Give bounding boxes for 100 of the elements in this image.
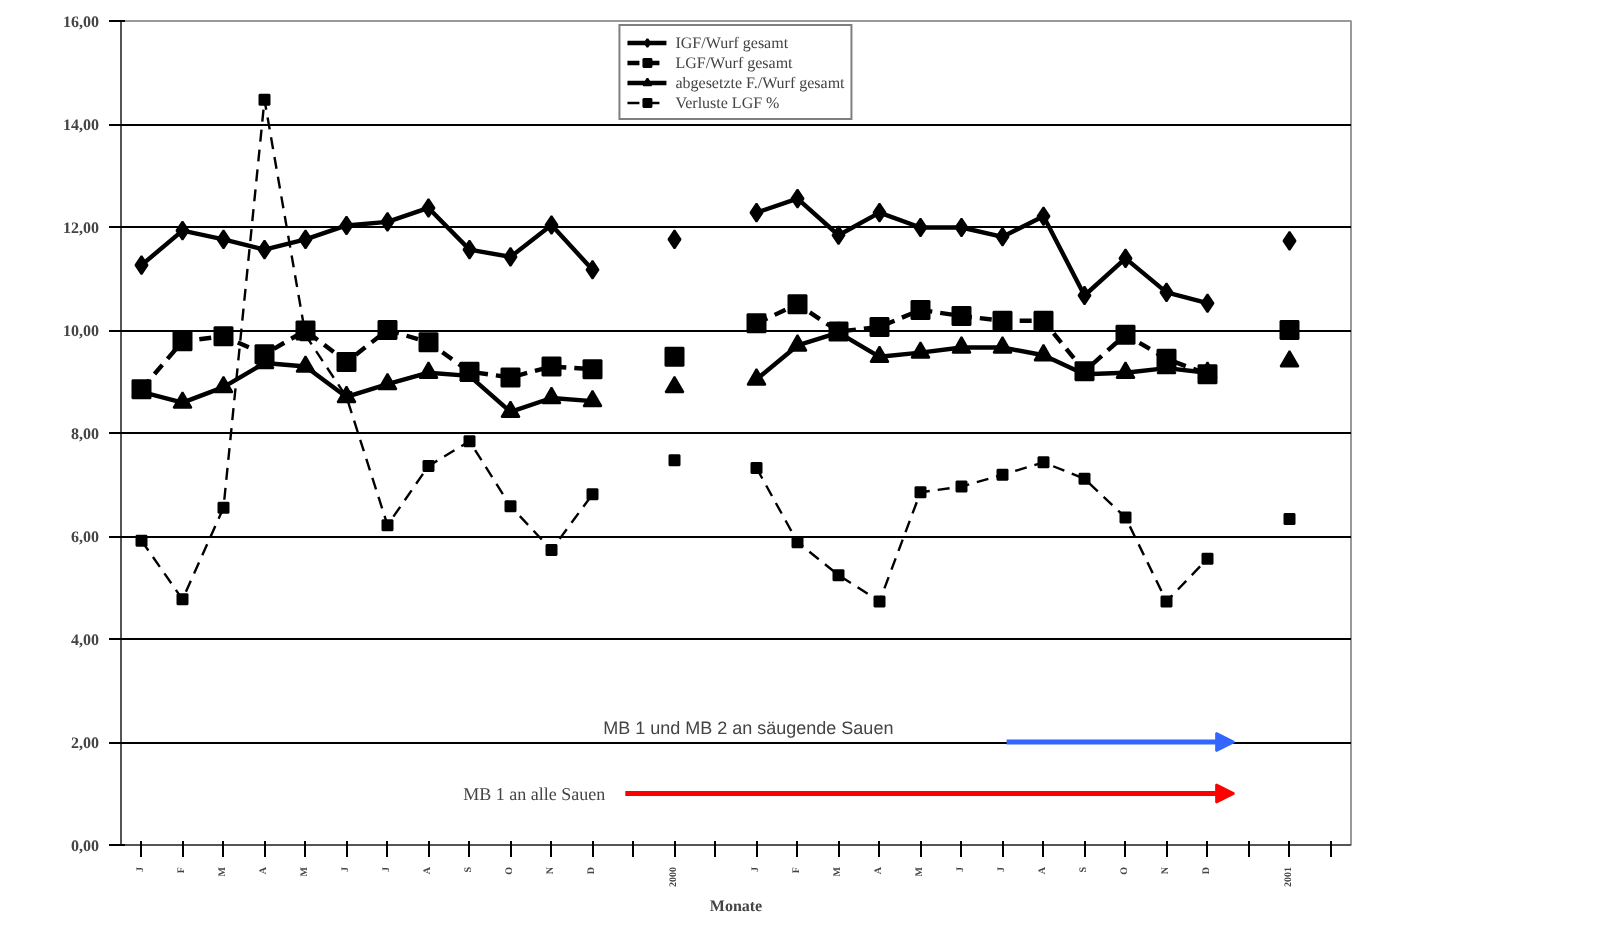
point xyxy=(500,367,521,388)
point xyxy=(1033,310,1054,331)
point xyxy=(172,391,193,409)
y-tick-label: 14,00 xyxy=(63,116,99,134)
y-tick-label: 0,00 xyxy=(71,837,99,855)
point xyxy=(213,326,234,347)
point xyxy=(955,480,968,493)
point xyxy=(750,462,763,475)
point xyxy=(463,435,476,448)
annotation: MB 1 an alle Sauen xyxy=(463,783,607,804)
point xyxy=(668,454,681,467)
point xyxy=(381,519,394,532)
point xyxy=(951,306,972,327)
point xyxy=(336,351,357,372)
legend-label: Verluste LGF % xyxy=(675,93,780,111)
point xyxy=(873,595,886,608)
annotation: MB 1 und MB 2 an säugende Sauen xyxy=(603,718,894,738)
point xyxy=(504,500,517,513)
point xyxy=(832,569,845,582)
y-tick-label: 4,00 xyxy=(71,631,99,649)
point xyxy=(503,246,518,267)
point xyxy=(667,229,682,250)
point xyxy=(377,372,398,391)
point xyxy=(175,220,190,241)
point xyxy=(1279,350,1300,368)
point xyxy=(257,239,272,260)
x-axis-title: Monate xyxy=(709,897,764,915)
y-tick-label: 6,00 xyxy=(71,528,99,546)
point xyxy=(1279,320,1300,340)
point xyxy=(1115,324,1136,345)
point xyxy=(1036,206,1051,227)
point xyxy=(1115,361,1136,379)
point xyxy=(377,320,398,340)
point xyxy=(787,334,808,352)
point xyxy=(1119,511,1132,524)
point xyxy=(914,486,927,499)
point xyxy=(995,226,1010,247)
point xyxy=(869,316,890,337)
point xyxy=(992,336,1013,354)
point xyxy=(831,225,846,246)
point xyxy=(585,259,600,280)
point xyxy=(135,534,148,547)
point xyxy=(664,375,685,394)
point xyxy=(380,211,395,232)
point xyxy=(1033,343,1054,362)
point xyxy=(1160,595,1173,608)
point xyxy=(582,389,603,408)
point xyxy=(790,188,805,209)
point xyxy=(298,229,313,250)
point xyxy=(1201,552,1214,565)
point xyxy=(746,313,767,334)
point xyxy=(1282,230,1297,251)
point xyxy=(172,331,193,352)
point xyxy=(421,197,436,218)
point xyxy=(544,214,559,235)
point xyxy=(176,593,189,606)
point xyxy=(418,361,439,379)
point xyxy=(582,359,603,380)
point xyxy=(1159,282,1174,303)
point xyxy=(992,310,1013,331)
point xyxy=(1077,285,1092,306)
y-tick-label: 16,00 xyxy=(63,13,99,31)
point xyxy=(541,386,562,405)
point xyxy=(339,215,354,236)
legend-label: LGF/Wurf gesamt xyxy=(675,53,793,71)
point xyxy=(1078,472,1091,485)
point xyxy=(1037,456,1050,469)
point xyxy=(422,459,435,472)
point xyxy=(418,332,439,353)
point xyxy=(1283,513,1296,526)
y-tick-label: 10,00 xyxy=(63,322,99,340)
point xyxy=(462,239,477,260)
point xyxy=(217,501,230,514)
point xyxy=(213,375,234,394)
point xyxy=(1197,361,1218,379)
point xyxy=(541,356,562,377)
point xyxy=(749,202,764,223)
point xyxy=(1200,293,1215,314)
point xyxy=(134,255,149,276)
legend-label: IGF/Wurf gesamt xyxy=(675,33,789,51)
point xyxy=(913,217,928,238)
point xyxy=(910,341,931,359)
y-tick-label: 2,00 xyxy=(71,734,99,752)
point xyxy=(1074,361,1095,382)
point xyxy=(869,345,890,363)
point xyxy=(295,355,316,373)
point xyxy=(872,202,887,223)
y-tick-label: 12,00 xyxy=(63,219,99,237)
point xyxy=(586,488,599,501)
point xyxy=(1118,248,1133,269)
point xyxy=(746,368,767,386)
point xyxy=(954,217,969,238)
point xyxy=(664,346,685,367)
point xyxy=(996,468,1009,481)
point xyxy=(216,229,231,250)
point xyxy=(787,294,808,315)
legend-label: abgesetzte F./Wurf gesamt xyxy=(675,73,845,91)
point xyxy=(545,543,558,556)
point xyxy=(500,400,521,419)
point xyxy=(910,299,931,320)
